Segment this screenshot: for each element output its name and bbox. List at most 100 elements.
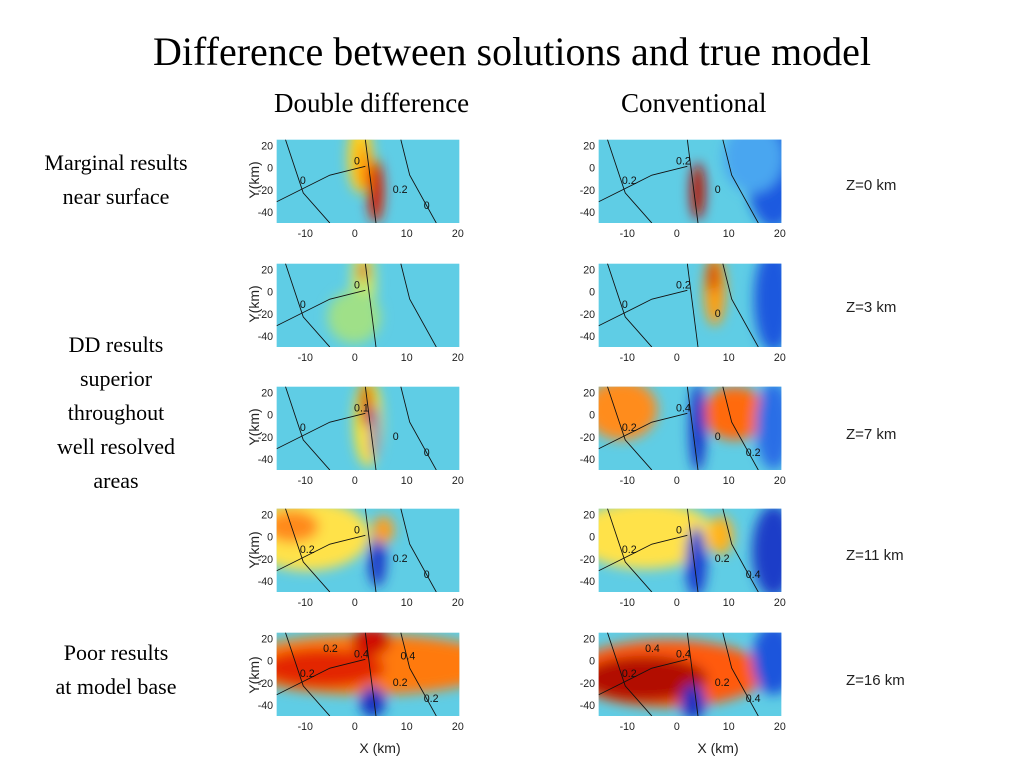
contour-value-label: 0.2 [622, 544, 637, 556]
x-tick-label: 10 [723, 228, 735, 240]
contour-value-label: 0 [715, 184, 721, 196]
x-tick-label: -10 [298, 228, 313, 240]
side-note-line: DD results [68, 332, 164, 357]
y-tick-label: -40 [258, 207, 273, 219]
contour-value-label: 0 [715, 308, 721, 320]
x-tick-label: 20 [452, 597, 464, 609]
contour-value-label: 0.2 [622, 668, 637, 680]
y-tick-label: 0 [267, 410, 273, 422]
x-tick-label: 10 [723, 721, 735, 733]
contour-line [607, 632, 653, 717]
y-tick-label: -40 [580, 207, 595, 219]
y-tick-label: -20 [580, 554, 595, 566]
contour-panel-dd-2: 0 0.1 0 0 20 0 -20 -40 -10 0 10 20 [258, 386, 464, 487]
y-tick-label: -20 [258, 554, 273, 566]
depth-label-11: Z=11 km [846, 547, 904, 564]
color-region [358, 143, 368, 190]
contour-line [598, 534, 688, 572]
x-tick-label: -10 [620, 721, 635, 733]
contour-line [364, 508, 377, 593]
y-tick-label: 0 [589, 287, 595, 299]
y-tick-label: -40 [580, 331, 595, 343]
x-tick-label: -10 [298, 475, 313, 487]
contour-line [364, 386, 377, 471]
contour-value-label: 0.2 [323, 643, 338, 655]
x-tick-label: -10 [298, 352, 313, 364]
x-tick-label: 20 [774, 475, 786, 487]
x-tick-label: -10 [620, 475, 635, 487]
color-region [598, 655, 708, 702]
x-tick-label: 10 [401, 597, 413, 609]
x-axis-label-dd: X (km) [359, 740, 401, 756]
contour-value-label: 0.2 [676, 155, 691, 167]
side-note-model-base: Poor results at model base [18, 636, 214, 704]
contour-line [722, 263, 759, 348]
x-tick-label: 0 [352, 352, 358, 364]
contour-line [686, 508, 699, 593]
x-tick-label: 20 [452, 228, 464, 240]
x-tick-label: 0 [674, 228, 680, 240]
side-note-dd-superior: DD results superior throughout well reso… [18, 328, 214, 498]
contour-line [285, 263, 331, 348]
color-region [276, 510, 319, 543]
color-region [360, 685, 386, 717]
contour-value-label: 0 [300, 175, 306, 187]
x-tick-label: 20 [774, 721, 786, 733]
contour-line [276, 165, 366, 203]
contour-panel-conv-4: 0.2 0.4 0.2 0.4 0.4 20 0 -20 -40 -10 0 10 20 [580, 632, 786, 733]
contour-line [285, 632, 331, 717]
y-tick-label: 0 [267, 163, 273, 175]
y-tick-label: 0 [589, 163, 595, 175]
x-tick-label: 0 [352, 228, 358, 240]
y-tick-label: -20 [258, 185, 273, 197]
contour-line [400, 508, 437, 593]
y-tick-label: -20 [580, 309, 595, 321]
slide-title: Difference between solutions and true mo… [153, 29, 871, 74]
x-tick-label: 0 [674, 475, 680, 487]
contour-line [400, 386, 437, 471]
side-note-line: Poor results [63, 640, 169, 665]
contour-line [722, 508, 759, 593]
y-tick-label: 0 [589, 532, 595, 544]
contour-value-label: 0.2 [622, 175, 637, 187]
contour-line [598, 412, 688, 450]
y-tick-label: -40 [258, 576, 273, 588]
contour-value-label: 0.4 [354, 648, 369, 660]
column-header-conventional: Conventional [621, 88, 767, 118]
contour-value-label: 0.1 [354, 402, 369, 414]
x-tick-label: 20 [774, 352, 786, 364]
y-tick-label: 20 [583, 633, 595, 645]
color-region [685, 526, 707, 593]
y-tick-label: -40 [580, 454, 595, 466]
contour-line [607, 508, 653, 593]
x-tick-label: 0 [674, 597, 680, 609]
contour-line [285, 139, 331, 224]
contour-value-label: 0.2 [676, 279, 691, 291]
x-tick-label: 10 [401, 228, 413, 240]
contour-panel-conv-1: 0 0.2 0 20 0 -20 -40 -10 0 10 20 [580, 263, 786, 364]
color-region [689, 386, 706, 471]
y-tick-label: 20 [583, 387, 595, 399]
y-tick-label: 0 [267, 287, 273, 299]
y-tick-label: 0 [267, 656, 273, 668]
x-tick-label: 20 [774, 228, 786, 240]
x-tick-label: 10 [401, 352, 413, 364]
side-note-line: near surface [62, 184, 170, 209]
contour-line [276, 658, 366, 696]
contour-line [686, 632, 699, 717]
x-tick-label: 10 [401, 475, 413, 487]
y-tick-label: 20 [583, 509, 595, 521]
contour-value-label: 0 [424, 569, 430, 581]
contour-panel-dd-3: 0.2 0 0.2 0 20 0 -20 -40 -10 0 10 20 [258, 508, 464, 609]
contour-line [722, 386, 759, 471]
y-tick-label: 0 [267, 532, 273, 544]
contour-line [686, 263, 699, 348]
y-tick-label: 20 [261, 140, 273, 152]
color-region [754, 263, 782, 348]
contour-panel-conv-2: 0.2 0.4 0 0.2 20 0 -20 -40 -10 0 10 20 [580, 386, 786, 487]
color-region [372, 515, 395, 545]
y-tick-label: 20 [583, 264, 595, 276]
y-tick-label: -20 [580, 185, 595, 197]
contour-line [400, 632, 437, 717]
y-tick-label: -40 [580, 700, 595, 712]
